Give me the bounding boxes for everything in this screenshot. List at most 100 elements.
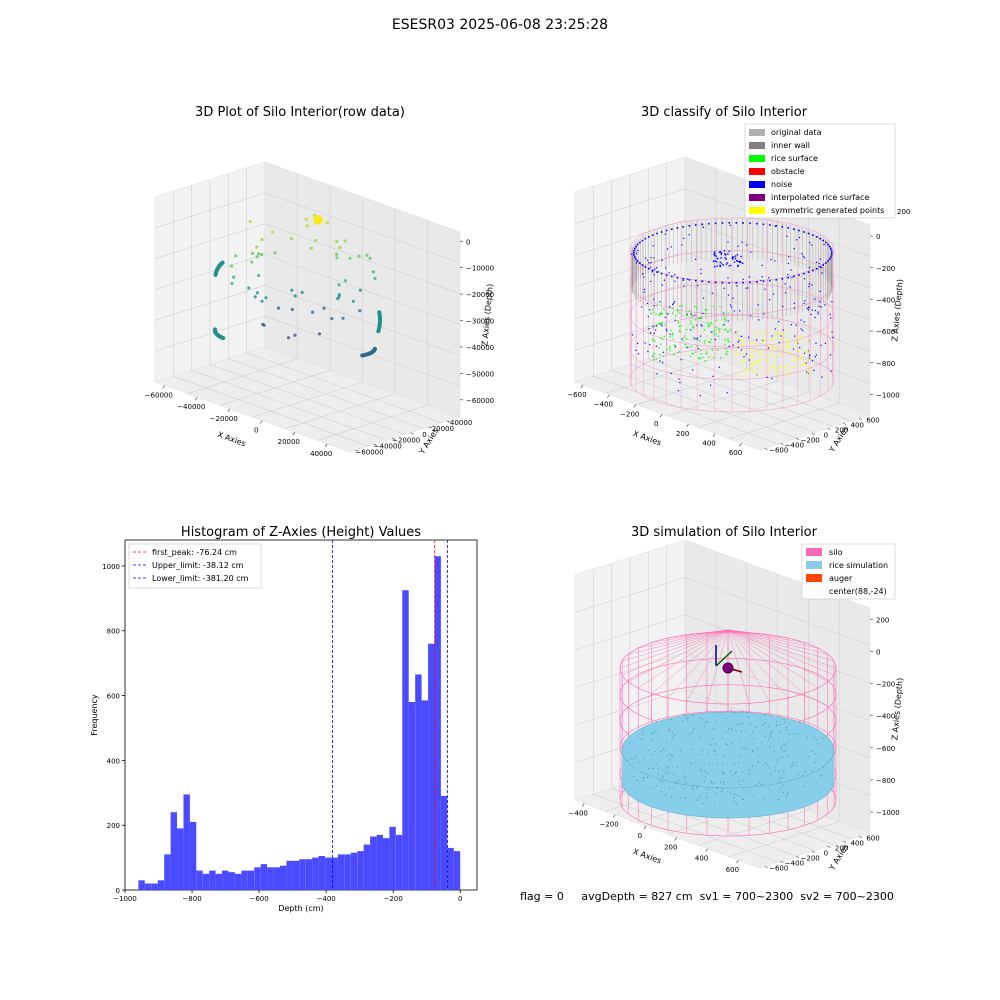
rice-simulation-point [626, 759, 629, 762]
symmetric-point [783, 346, 785, 348]
noise-point [737, 265, 739, 267]
rice-simulation-point [637, 735, 640, 737]
data-point [343, 279, 348, 283]
noise-point [819, 301, 821, 303]
rice-simulation-point [786, 728, 788, 730]
symmetric-point [786, 337, 789, 339]
rice-simulation-point [771, 730, 773, 733]
data-point [260, 253, 264, 257]
noise-point [636, 252, 638, 255]
noise-point [825, 241, 827, 244]
data-point [325, 220, 329, 225]
rice-surface-point [684, 335, 686, 337]
x-tick-label: 0 [654, 420, 658, 428]
data-point [330, 317, 334, 321]
rice-simulation-point [740, 784, 742, 786]
z-tick-label: 0 [466, 238, 470, 246]
noise-point [659, 301, 661, 303]
rice-simulation-point [672, 731, 674, 733]
rice-simulation-point [684, 770, 686, 772]
noise-point [790, 269, 792, 271]
rice-surface-point [724, 318, 726, 320]
symmetric-point [756, 360, 758, 362]
histogram-bar [305, 859, 313, 890]
noise-point [701, 280, 703, 283]
rice-simulation-point [743, 787, 745, 789]
rice-surface-point [727, 340, 729, 342]
noise-point [803, 321, 805, 323]
noise-point [782, 329, 784, 331]
rice-simulation-point [673, 734, 676, 736]
noise-point [735, 222, 738, 224]
histogram-bar [254, 867, 261, 890]
y-tick [827, 428, 831, 430]
rice-simulation-point [656, 785, 658, 787]
x-tick [736, 859, 739, 864]
noise-point [631, 334, 633, 336]
y-tick [428, 426, 432, 429]
noise-point [732, 297, 734, 299]
rice-simulation-point [665, 794, 667, 796]
rice-simulation-point [699, 737, 701, 739]
noise-point [661, 259, 663, 261]
noise-point [701, 223, 703, 226]
chart-title: 3D classify of Silo Interior [641, 105, 808, 120]
noise-point [682, 279, 684, 281]
noise-point [814, 298, 816, 300]
rice-simulation-point [700, 768, 702, 771]
noise-point [654, 268, 656, 270]
x-tick [674, 837, 677, 841]
silo-roof-line [727, 629, 805, 643]
noise-point [784, 283, 786, 285]
noise-point [766, 376, 768, 378]
rice-surface-point [669, 349, 671, 352]
rice-simulation-point [820, 775, 823, 777]
noise-point [749, 222, 751, 225]
noise-point [688, 234, 690, 236]
noise-point [758, 319, 760, 321]
rice-simulation-point [790, 765, 792, 767]
y-tick [858, 836, 863, 838]
symmetric-point [759, 358, 761, 360]
rice-surface-point [672, 333, 674, 335]
data-point [255, 245, 259, 249]
sv2-text: sv2 = 700~2300 [800, 890, 894, 903]
rice-surface-point [666, 312, 668, 314]
legend-label: noise [771, 180, 792, 189]
symmetric-point [743, 369, 745, 371]
noise-point [734, 255, 737, 257]
noise-point [669, 333, 671, 335]
rice-surface-point [666, 348, 668, 350]
noise-point [814, 356, 816, 358]
noise-point [816, 267, 818, 270]
noise-point [664, 233, 666, 235]
y-tick [373, 444, 377, 446]
noise-point [769, 299, 771, 301]
histogram-bar [402, 590, 409, 890]
noise-point [714, 281, 717, 284]
symmetric-point [740, 360, 743, 363]
rice-simulation-point [741, 771, 743, 773]
noise-point [724, 257, 726, 259]
z-tick-label: −200 [876, 265, 895, 273]
noise-point [653, 305, 655, 307]
rice-simulation-point [747, 748, 749, 750]
rice-surface-point [672, 312, 674, 314]
y-tick [827, 846, 831, 848]
rice-simulation-point [666, 755, 668, 757]
noise-point [664, 316, 666, 318]
noise-point [700, 268, 702, 270]
noise-point [673, 302, 675, 304]
silo-roof-line [727, 629, 828, 682]
rice-surface-point [690, 320, 692, 322]
rice-simulation-point [778, 771, 780, 773]
symmetric-point [776, 349, 778, 351]
noise-point [639, 241, 641, 244]
y-tick-label: 600 [866, 417, 879, 425]
noise-point [722, 264, 724, 266]
histogram-bar [428, 643, 435, 890]
data-point [335, 256, 339, 260]
x-tick-label: 200 [664, 843, 677, 851]
symmetric-point [754, 361, 756, 363]
noise-point [655, 267, 658, 269]
